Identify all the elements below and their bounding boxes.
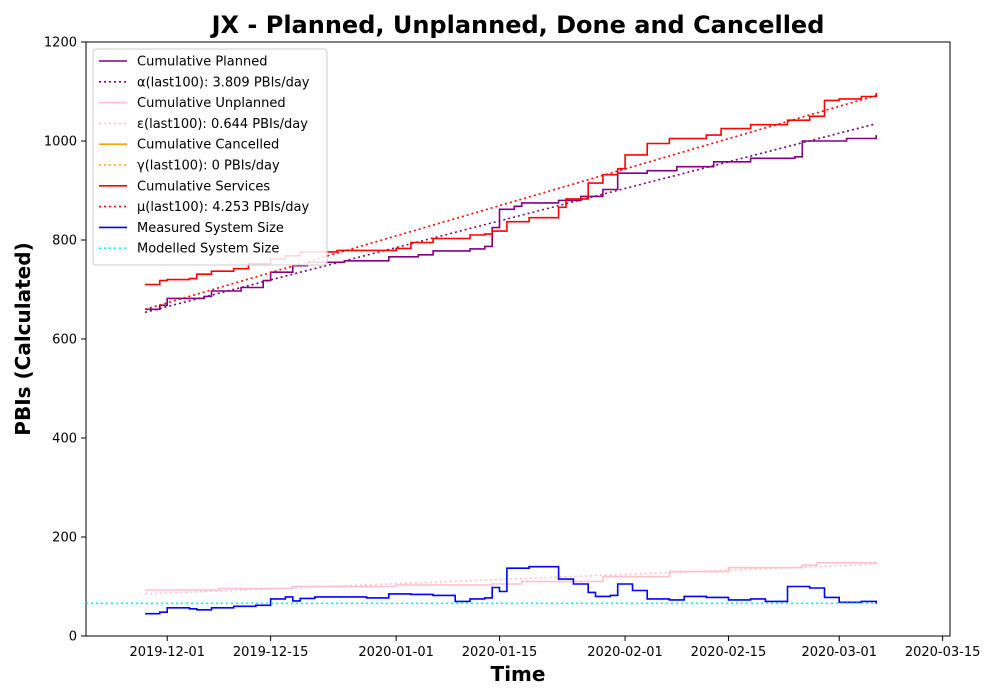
x-axis-label: Time <box>491 662 546 686</box>
x-tick-label: 2020-03-01 <box>801 645 877 660</box>
series-line-3 <box>145 563 877 595</box>
y-tick-label: 0 <box>69 630 77 645</box>
legend-label: μ(last100): 4.253 PBIs/day <box>137 200 309 215</box>
y-axis: 0 200 400 600 800 1000 1200 <box>44 36 86 645</box>
series-line-6 <box>145 93 877 286</box>
chart-title: JX - Planned, Unplanned, Done and Cancel… <box>210 11 825 39</box>
legend-label: Cumulative Planned <box>137 55 267 70</box>
series-layer <box>86 93 877 615</box>
series-line-8 <box>145 565 877 615</box>
series-line-1 <box>144 122 877 314</box>
y-tick-label: 400 <box>52 432 77 447</box>
legend-label: α(last100): 3.809 PBIs/day <box>137 75 310 90</box>
y-tick-label: 200 <box>52 531 77 546</box>
x-tick-label: 2020-02-01 <box>587 645 663 660</box>
x-tick-label: 2020-02-15 <box>691 645 767 660</box>
y-axis-label: PBIs (Calculated) <box>11 242 35 435</box>
legend-label: Measured System Size <box>137 221 284 236</box>
legend-label: Cumulative Services <box>137 179 270 194</box>
x-tick-label: 2020-01-01 <box>358 645 434 660</box>
x-tick-label: 2020-03-15 <box>905 645 981 660</box>
x-tick-label: 2019-12-15 <box>233 645 309 660</box>
legend-label: ε(last100): 0.644 PBIs/day <box>137 117 308 132</box>
series-line-0 <box>145 135 877 311</box>
y-tick-label: 1200 <box>44 36 77 51</box>
y-tick-label: 800 <box>52 234 77 249</box>
series-line-7 <box>144 94 877 311</box>
y-tick-label: 1000 <box>44 135 77 150</box>
legend-box <box>92 48 328 266</box>
legend-label: Modelled System Size <box>137 242 279 257</box>
series-line-2 <box>145 561 877 591</box>
y-tick-label: 600 <box>52 333 77 348</box>
x-tick-label: 2020-01-15 <box>462 645 538 660</box>
legend-label: γ(last100): 0 PBIs/day <box>137 159 280 174</box>
legend-label: Cumulative Unplanned <box>137 96 286 111</box>
legend: Cumulative Planned α(last100): 3.809 PBIs… <box>92 48 328 266</box>
x-axis: 2019-12-01 2019-12-15 2020-01-01 2020-01-15… <box>129 636 980 660</box>
x-tick-label: 2019-12-01 <box>129 645 205 660</box>
legend-label: Cumulative Cancelled <box>137 138 279 153</box>
